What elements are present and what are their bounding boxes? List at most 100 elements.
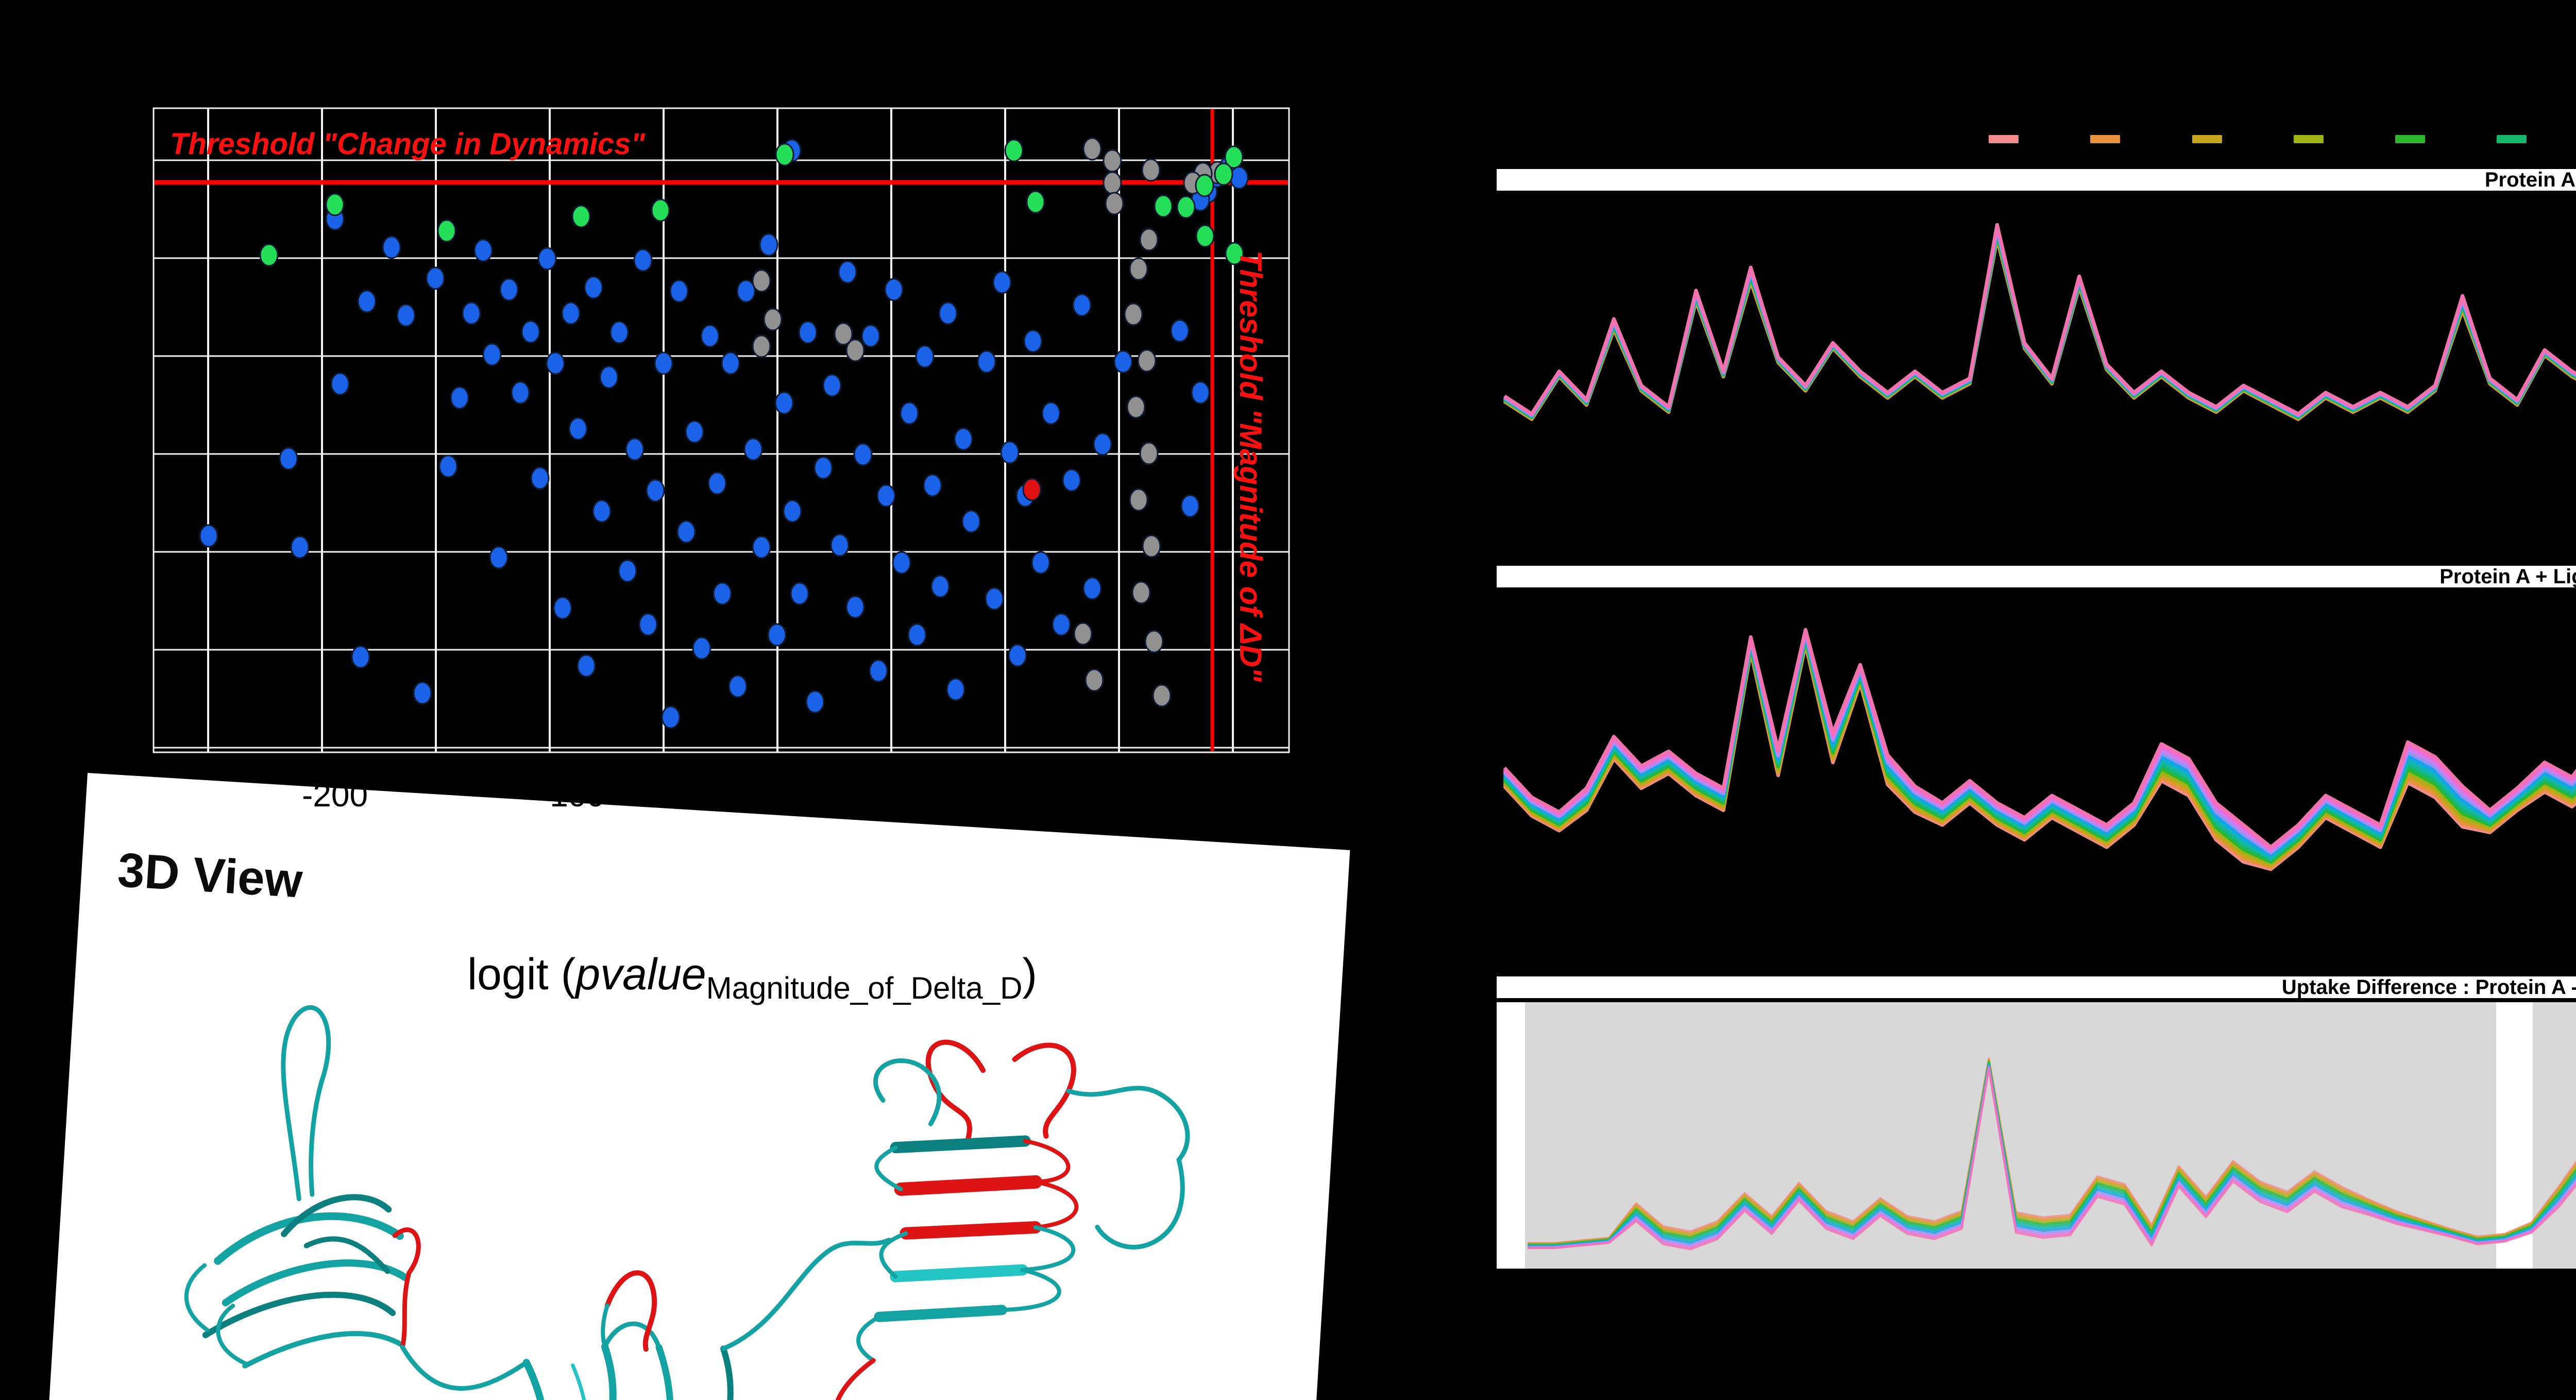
uptake-line-timepoint-11[interactable] xyxy=(1503,191,2576,417)
scatter-point[interactable] xyxy=(511,381,530,404)
scatter-point[interactable] xyxy=(259,243,279,267)
scatter-point[interactable] xyxy=(713,582,732,605)
scatter-point[interactable] xyxy=(1180,494,1200,518)
scatter-point[interactable] xyxy=(977,350,996,374)
scatter-point[interactable] xyxy=(775,143,794,166)
uptake-line-timepoint-10[interactable] xyxy=(1503,198,2576,417)
scatter-point[interactable] xyxy=(351,645,370,669)
scatter-point[interactable] xyxy=(845,339,865,362)
scatter-point[interactable] xyxy=(561,301,581,325)
scatter-point[interactable] xyxy=(774,391,794,415)
scatter-point[interactable] xyxy=(1141,158,1161,182)
scatter-point[interactable] xyxy=(1062,468,1081,492)
scatter-point[interactable] xyxy=(646,479,665,502)
scatter-point[interactable] xyxy=(473,239,493,262)
scatter-point[interactable] xyxy=(721,351,740,375)
scatter-point[interactable] xyxy=(482,343,502,366)
scatter-point[interactable] xyxy=(992,271,1012,294)
scatter-point[interactable] xyxy=(1041,401,1061,425)
scatter-point[interactable] xyxy=(1152,684,1172,707)
scatter-point[interactable] xyxy=(759,233,778,257)
scatter-point[interactable] xyxy=(938,301,958,325)
scatter-point[interactable] xyxy=(830,533,850,557)
scatter-point[interactable] xyxy=(592,499,612,523)
scatter-point[interactable] xyxy=(462,301,481,325)
3d-view-panel[interactable]: 3D View xyxy=(43,773,1350,1400)
scatter-point[interactable] xyxy=(1131,581,1151,604)
scatter-point[interactable] xyxy=(638,613,658,636)
scatter-point[interactable] xyxy=(1023,329,1043,353)
scatter-point[interactable] xyxy=(1082,577,1102,600)
scatter-point[interactable] xyxy=(1008,644,1027,667)
scatter-point[interactable] xyxy=(1139,228,1159,251)
scatter-point[interactable] xyxy=(834,322,853,346)
scatter-point[interactable] xyxy=(1225,242,1244,265)
scatter-point[interactable] xyxy=(1072,293,1092,317)
scatter-point[interactable] xyxy=(783,499,802,523)
scatter-point[interactable] xyxy=(553,596,572,620)
scatter-point[interactable] xyxy=(869,659,888,683)
scatter-point[interactable] xyxy=(450,386,469,410)
scatter-point[interactable] xyxy=(661,705,681,729)
scatter-point[interactable] xyxy=(752,334,771,358)
scatter-point[interactable] xyxy=(499,278,519,301)
scatter-point[interactable] xyxy=(743,437,763,461)
scatter-point[interactable] xyxy=(426,266,445,290)
scatter-point[interactable] xyxy=(1170,319,1190,343)
scatter-point[interactable] xyxy=(763,308,783,331)
scatter-point[interactable] xyxy=(845,595,865,619)
uptake-line-timepoint-9[interactable] xyxy=(1503,208,2576,418)
scatter-point[interactable] xyxy=(577,654,596,678)
scatter-point[interactable] xyxy=(907,623,927,647)
scatter-point[interactable] xyxy=(669,279,689,303)
scatter-point[interactable] xyxy=(1195,224,1215,248)
legend-swatch-timepoint-5[interactable] xyxy=(2395,135,2425,143)
scatter-point[interactable] xyxy=(396,303,416,327)
scatter-point[interactable] xyxy=(1084,668,1104,692)
uptake-line-timepoint-13[interactable] xyxy=(1503,610,2576,849)
scatter-point[interactable] xyxy=(571,205,591,228)
scatter-point[interactable] xyxy=(633,248,653,272)
uptake-line-timepoint-8[interactable] xyxy=(1503,218,2576,423)
scatter-point[interactable] xyxy=(489,546,509,569)
scatter-point[interactable] xyxy=(199,524,218,548)
scatter-point[interactable] xyxy=(382,235,401,259)
scatter-point[interactable] xyxy=(752,269,771,293)
volcano-plot[interactable] xyxy=(152,107,1290,753)
uptake-line-timepoint-2[interactable] xyxy=(1503,236,2576,475)
scatter-point[interactable] xyxy=(1124,302,1143,326)
scatter-point[interactable] xyxy=(876,484,896,508)
scatter-point[interactable] xyxy=(1022,478,1042,501)
scatter-point[interactable] xyxy=(767,623,787,647)
scatter-point[interactable] xyxy=(1103,171,1122,195)
scatter-point[interactable] xyxy=(985,587,1004,611)
scatter-point[interactable] xyxy=(1195,174,1214,197)
scatter-point[interactable] xyxy=(290,535,310,559)
scatter-point[interactable] xyxy=(954,427,973,451)
legend-swatch-timepoint-1[interactable] xyxy=(1989,135,2019,143)
scatter-point[interactable] xyxy=(1214,162,1233,186)
scatter-point[interactable] xyxy=(838,260,857,284)
scatter-point[interactable] xyxy=(568,417,588,441)
protein-ribbon-3d[interactable] xyxy=(112,947,1265,1400)
uptake-chart-protein-a-ligand[interactable] xyxy=(1497,587,2576,976)
scatter-point[interactable] xyxy=(1129,257,1148,281)
scatter-point[interactable] xyxy=(330,372,350,396)
scatter-point[interactable] xyxy=(915,345,935,368)
scatter-point[interactable] xyxy=(413,681,432,705)
scatter-point[interactable] xyxy=(654,351,673,375)
scatter-point[interactable] xyxy=(814,456,833,480)
scatter-point[interactable] xyxy=(798,321,818,344)
legend-swatch-timepoint-6[interactable] xyxy=(2497,135,2527,143)
scatter-point[interactable] xyxy=(1142,534,1161,558)
scatter-point[interactable] xyxy=(790,582,809,605)
scatter-point[interactable] xyxy=(651,198,670,222)
scatter-point[interactable] xyxy=(685,420,704,444)
scatter-point[interactable] xyxy=(1229,166,1249,190)
scatter-point[interactable] xyxy=(1093,432,1112,456)
uptake-line-timepoint-13[interactable] xyxy=(1528,1068,2576,1251)
scatter-point[interactable] xyxy=(625,437,645,461)
scatter-point[interactable] xyxy=(325,193,345,216)
legend-swatch-timepoint-4[interactable] xyxy=(2293,135,2324,143)
scatter-point[interactable] xyxy=(1126,395,1146,419)
